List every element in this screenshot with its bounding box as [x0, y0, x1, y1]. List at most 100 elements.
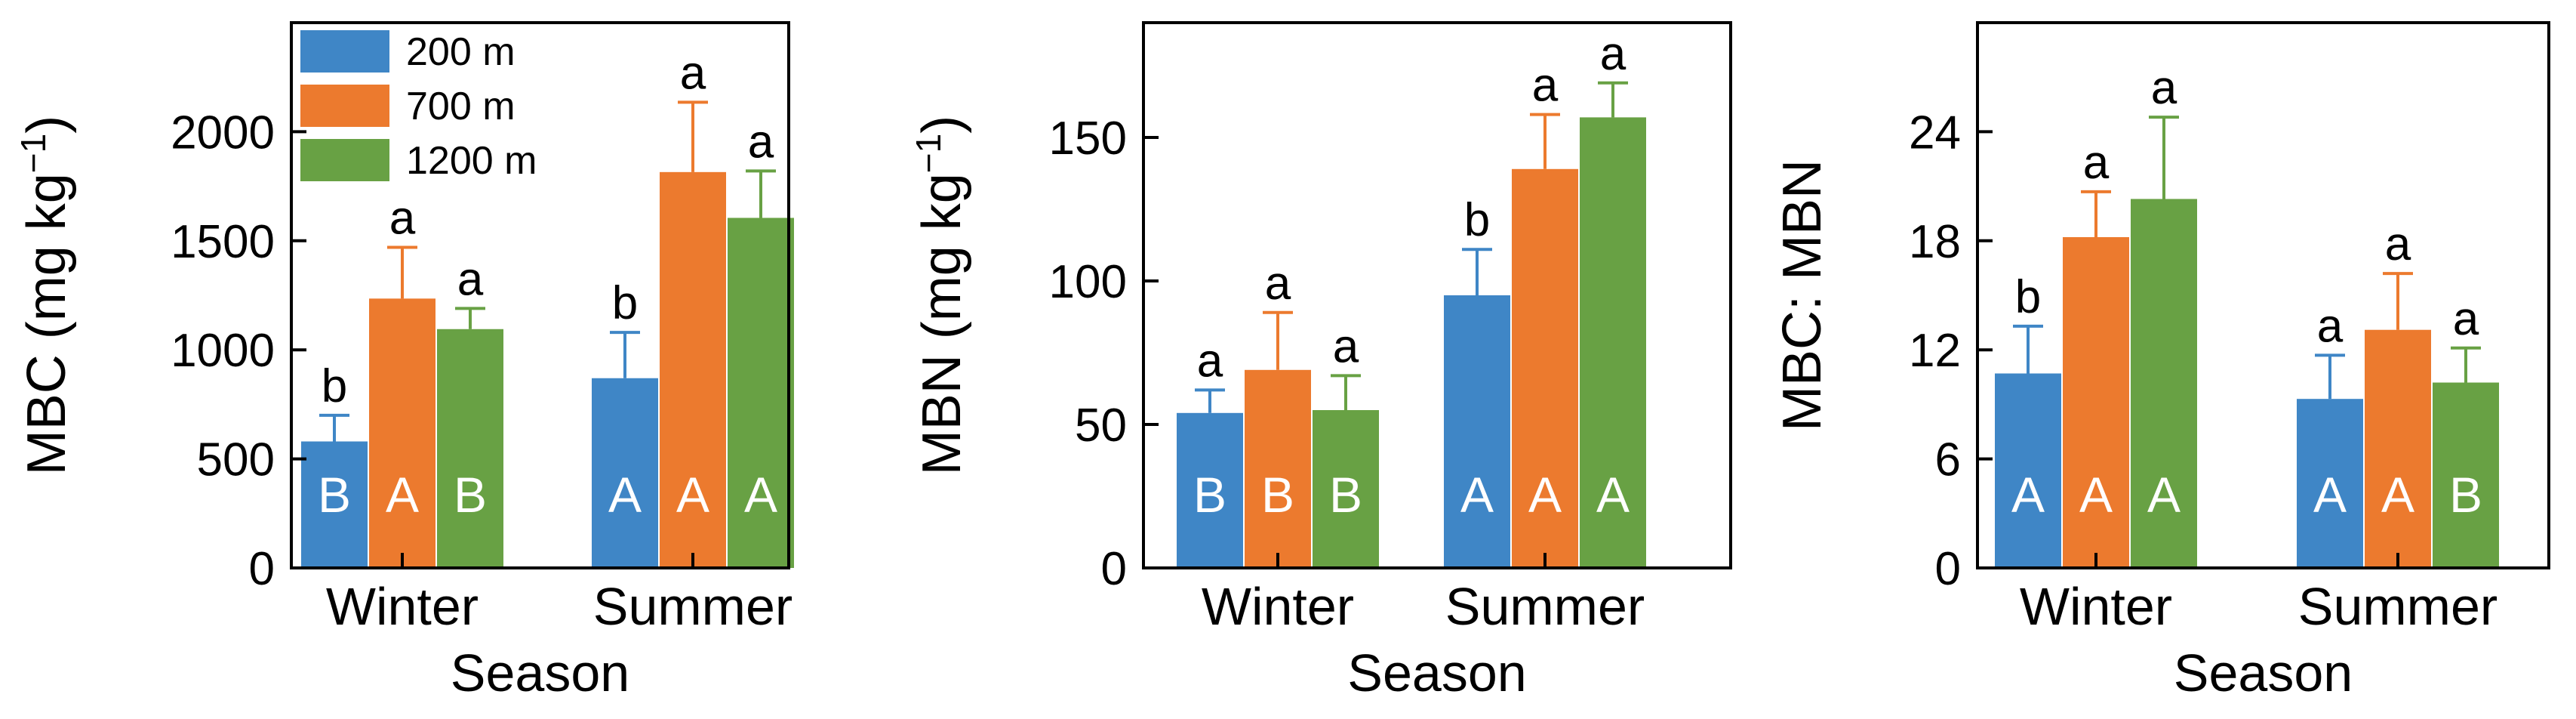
bar-700m-summer [2365, 329, 2431, 568]
panel-3: b Aa Aa Aa Aa Aa B 0 6 12 18 24 Winter Summer Season MB… [1772, 21, 2550, 702]
bar-700m-summer [660, 171, 726, 568]
x-axis-label: Season [451, 643, 629, 702]
bar-700m-summer [1512, 168, 1578, 569]
group-letter: A [2079, 467, 2113, 523]
y-axis-label: MBN (mg kg−1) [909, 116, 972, 475]
y-tick-label: 150 [1049, 113, 1127, 165]
bar-700m-winter [369, 298, 435, 568]
group-letter: A [744, 467, 777, 523]
y-tick-label: 50 [1075, 400, 1127, 452]
group-letter: A [676, 467, 709, 523]
x-tick-label: Summer [1445, 577, 1645, 636]
significance-letter: a [1532, 60, 1559, 112]
plot-frame [290, 21, 790, 569]
x-tick-label: Summer [593, 577, 792, 636]
y-axis-label: MBC: MBN [1772, 159, 1833, 431]
group-letter: A [1596, 467, 1630, 523]
group-letter: B [1193, 467, 1226, 523]
significance-letter: a [2317, 300, 2344, 352]
significance-letter: a [680, 47, 706, 99]
bar-1200m-winter [437, 329, 503, 568]
group-letter: A [2313, 467, 2347, 523]
group-letter: A [2147, 467, 2181, 523]
group-letter: B [1261, 467, 1294, 523]
significance-letter: a [2151, 62, 2177, 114]
y-tick-label: 6 [1935, 434, 1961, 486]
significance-letter: b [2015, 271, 2041, 323]
significance-letter: a [2453, 293, 2479, 345]
y-axis-label-superscript: −1 [14, 134, 53, 173]
y-axis-label-text: MBC (mg kg [17, 173, 77, 475]
plot-frame [1976, 21, 2550, 569]
y-axis-label-close: ) [912, 116, 972, 134]
significance-letter: a [457, 253, 484, 305]
significance-letter: b [612, 277, 638, 329]
y-axis-label-text: MBC: MBN [1772, 159, 1833, 431]
y-tick-label: 2000 [171, 106, 275, 159]
y-tick-label: 0 [249, 543, 275, 595]
panel-2: a Bb Aa Ba Aa Ba A 0 50 100 150 Winter Summer Season M… [909, 21, 1732, 702]
y-tick-label: 0 [1101, 543, 1127, 595]
significance-letter: a [1265, 258, 1291, 310]
significance-letter: a [1600, 28, 1627, 80]
bar-200m-winter [301, 441, 368, 568]
x-axis-label: Season [1347, 643, 1526, 702]
significance-letter: a [1333, 320, 1359, 372]
x-tick-label: Summer [2298, 577, 2498, 636]
bar-1200m-winter [2131, 199, 2197, 568]
significance-letter: a [1197, 335, 1223, 387]
group-letter: A [1460, 467, 1494, 523]
y-axis-label-superscript: −1 [909, 134, 948, 173]
group-letter: A [2011, 467, 2045, 523]
legend-label: 200 m [406, 30, 516, 74]
group-letter: A [2381, 467, 2414, 523]
y-tick-label: 100 [1049, 256, 1127, 308]
y-tick-label: 1000 [171, 325, 275, 377]
group-letter: B [1329, 467, 1362, 523]
y-tick-label: 24 [1909, 106, 1961, 159]
legend: 200 m 700 m 1200 m [300, 30, 537, 183]
y-axis-label: MBC (mg kg−1) [14, 116, 77, 475]
group-letter: A [1528, 467, 1562, 523]
y-tick-label: 1500 [171, 216, 275, 268]
bar-700m-winter [1245, 369, 1311, 568]
x-tick-label: Winter [2020, 577, 2172, 636]
significance-letter: a [2083, 137, 2110, 189]
x-tick-label: Winter [1202, 577, 1354, 636]
y-tick-label: 18 [1909, 216, 1961, 268]
bar-1200m-summer [1580, 117, 1646, 568]
group-letter: A [608, 467, 642, 523]
significance-letter: a [389, 192, 416, 244]
significance-letter: b [322, 360, 347, 412]
bar-200m-winter [1995, 373, 2061, 568]
panel-1: b Bb Aa Aa Aa Ba A 0 500 1000 1500 2000 Winter Summer… [14, 21, 794, 702]
group-letter: A [386, 467, 419, 523]
bar-1200m-winter [1313, 410, 1379, 568]
x-tick-label: Winter [326, 577, 479, 636]
bar-1200m-summer [728, 218, 794, 568]
y-tick-label: 0 [1935, 543, 1961, 595]
legend-label: 1200 m [406, 139, 537, 183]
significance-letter: a [748, 116, 774, 168]
bar-1200m-summer [2433, 382, 2499, 568]
legend-label: 700 m [406, 85, 516, 128]
group-letter: B [454, 467, 487, 523]
legend-swatch [300, 85, 389, 127]
group-letter: B [2449, 467, 2482, 523]
bar-200m-summer [2297, 399, 2363, 568]
x-axis-label: Season [2174, 643, 2353, 702]
bar-200m-summer [1444, 295, 1510, 568]
y-axis-label-text: MBN (mg kg [912, 173, 972, 475]
y-tick-label: 500 [197, 434, 275, 486]
bar-700m-winter [2063, 236, 2129, 568]
significance-letter: b [1464, 194, 1490, 246]
legend-swatch [300, 139, 389, 181]
plot-frame [1142, 21, 1732, 569]
group-letter: B [318, 467, 351, 523]
bar-200m-winter [1177, 412, 1243, 568]
y-tick-label: 12 [1909, 325, 1961, 377]
bar-200m-summer [592, 378, 658, 568]
y-axis-label-close: ) [17, 116, 77, 134]
significance-letter: a [2385, 218, 2411, 270]
